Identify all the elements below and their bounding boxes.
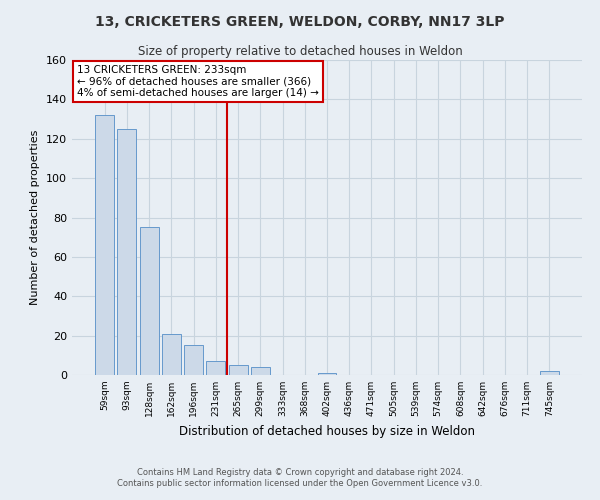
Bar: [162, 334, 181, 375]
Bar: [184, 346, 203, 375]
Bar: [206, 361, 225, 375]
X-axis label: Distribution of detached houses by size in Weldon: Distribution of detached houses by size …: [179, 424, 475, 438]
Bar: [95, 115, 114, 375]
Bar: [118, 129, 136, 375]
Text: 13 CRICKETERS GREEN: 233sqm
← 96% of detached houses are smaller (366)
4% of sem: 13 CRICKETERS GREEN: 233sqm ← 96% of det…: [77, 64, 319, 98]
Text: Contains HM Land Registry data © Crown copyright and database right 2024.
Contai: Contains HM Land Registry data © Crown c…: [118, 468, 482, 487]
Bar: [540, 371, 559, 375]
Text: 13, CRICKETERS GREEN, WELDON, CORBY, NN17 3LP: 13, CRICKETERS GREEN, WELDON, CORBY, NN1…: [95, 15, 505, 29]
Bar: [140, 228, 158, 375]
Bar: [251, 367, 270, 375]
Text: Size of property relative to detached houses in Weldon: Size of property relative to detached ho…: [137, 45, 463, 58]
Bar: [317, 373, 337, 375]
Y-axis label: Number of detached properties: Number of detached properties: [31, 130, 40, 305]
Bar: [229, 365, 248, 375]
